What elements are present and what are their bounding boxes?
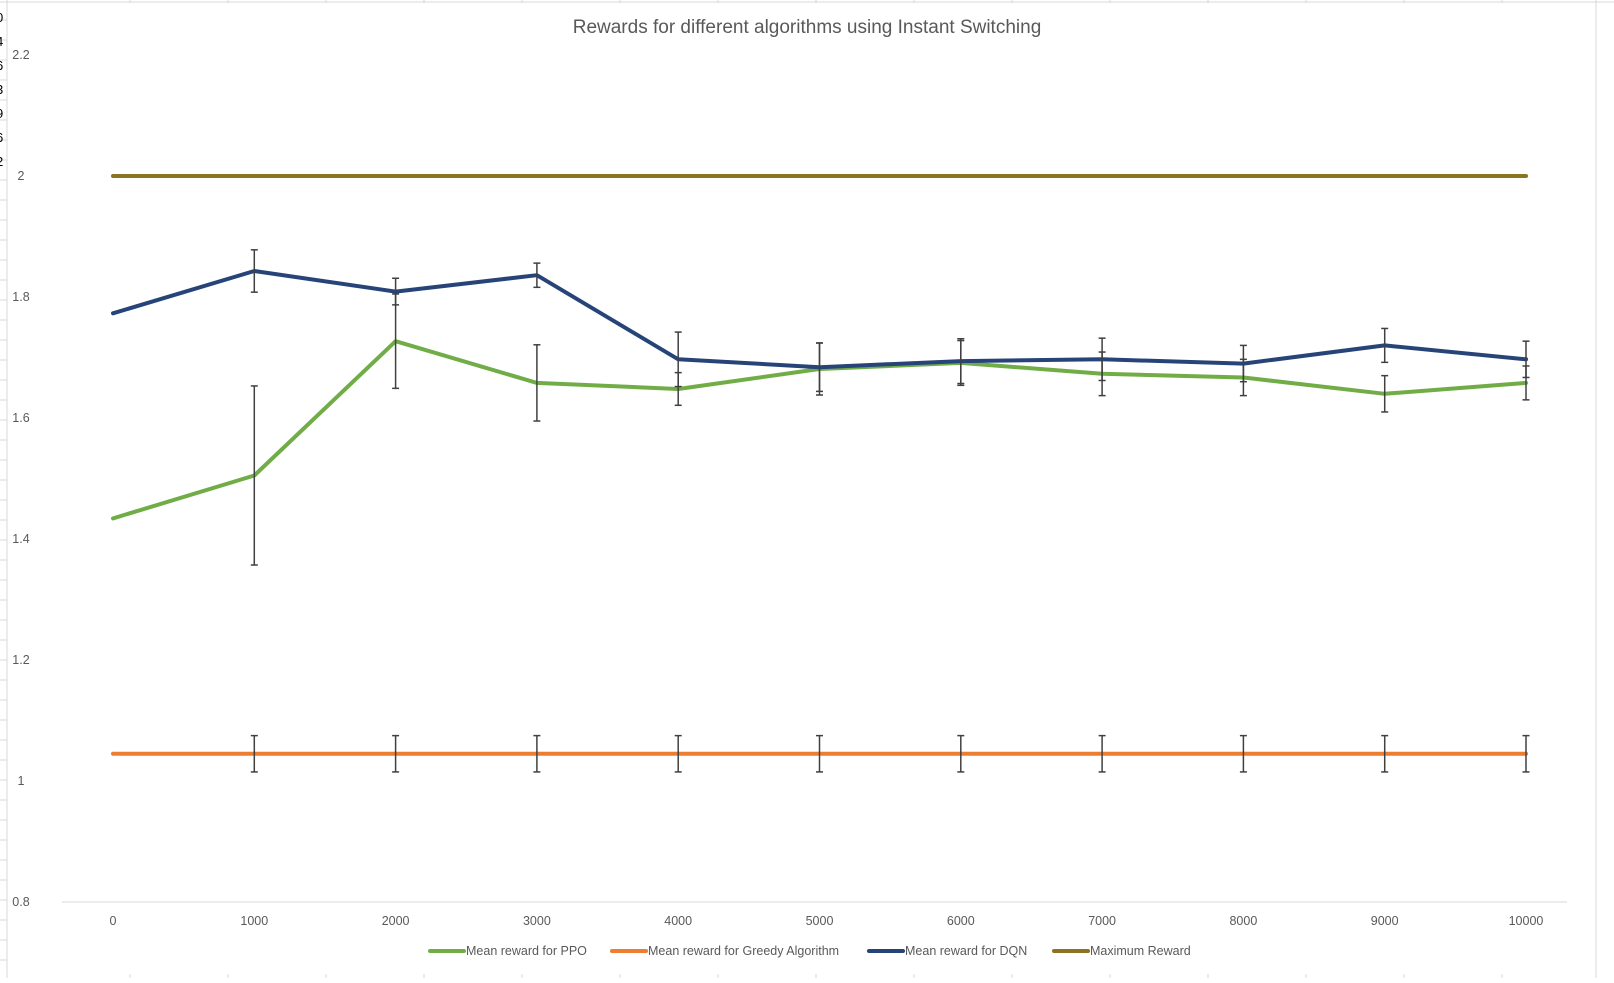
- x-tick-label: 9000: [1371, 914, 1399, 928]
- series-mean-reward-for-greedy-algorithm: [111, 734, 1530, 773]
- error-bar: [1098, 337, 1106, 382]
- error-bar: [816, 342, 823, 393]
- x-tick-label: 10000: [1509, 914, 1544, 928]
- x-tick-label: 6000: [947, 914, 975, 928]
- series-mean-reward-for-dqn: [111, 249, 1530, 393]
- clipped-edge-labels: 0 4 6 3 9 6 2: [0, 10, 3, 169]
- x-tick-label: 3000: [523, 914, 551, 928]
- axes: 0.8 1 1.2 1.4 1.6 1.8 2 2.2 0 1000 2000 3000 4000 500…: [12, 48, 1567, 928]
- y-tick-label: 1.6: [12, 411, 29, 425]
- y-tick-label: 1.2: [12, 653, 29, 667]
- error-bar: [392, 277, 400, 306]
- legend-label: Mean reward for DQN: [905, 944, 1027, 958]
- y-tick-label: 1.4: [12, 532, 29, 546]
- error-bar: [674, 331, 682, 388]
- error-bar: [250, 734, 258, 773]
- y-tick-label: 1.8: [12, 290, 29, 304]
- y-tick-label: 0.8: [12, 895, 29, 909]
- edge-fragment-label: 9: [0, 106, 3, 121]
- edge-fragment-label: 4: [0, 34, 3, 49]
- chart-title: Rewards for different algorithms using I…: [573, 17, 1042, 38]
- error-bar: [533, 262, 541, 289]
- error-bar: [1381, 327, 1389, 364]
- edge-fragment-label: 6: [0, 58, 3, 73]
- error-bar: [957, 734, 965, 773]
- legend-item: Maximum Reward: [1052, 944, 1191, 958]
- error-bar: [1381, 374, 1389, 413]
- error-bar: [392, 734, 400, 773]
- edge-fragment-label: 6: [0, 130, 3, 145]
- edge-fragment-label: 0: [0, 10, 3, 25]
- legend: Mean reward for PPO Mean reward for Greed…: [428, 944, 1191, 958]
- legend-item: Mean reward for DQN: [867, 944, 1027, 958]
- x-tick-label: 8000: [1229, 914, 1257, 928]
- error-bar: [1239, 734, 1247, 773]
- series: [111, 174, 1530, 773]
- error-bar: [1522, 734, 1530, 773]
- error-bar: [1239, 344, 1247, 383]
- legend-item: Mean reward for PPO: [428, 944, 587, 958]
- y-tick-label: 1: [18, 774, 25, 788]
- error-bar: [1522, 340, 1530, 379]
- error-bar: [250, 385, 258, 566]
- x-tick-label: 5000: [806, 914, 834, 928]
- y-tick-label: 2.2: [12, 48, 29, 62]
- x-tick-label: 1000: [240, 914, 268, 928]
- x-tick-label: 4000: [664, 914, 692, 928]
- error-bar: [957, 337, 965, 385]
- series-mean-reward-for-ppo: [111, 293, 1530, 566]
- error-bar: [816, 734, 823, 773]
- legend-label: Maximum Reward: [1090, 944, 1191, 958]
- error-bar: [674, 734, 682, 773]
- x-tick-label: 0: [110, 914, 117, 928]
- edge-fragment-label: 3: [0, 82, 3, 97]
- error-bar: [1381, 734, 1389, 773]
- error-bar: [250, 249, 258, 293]
- x-tick-label: 2000: [382, 914, 410, 928]
- error-bar: [1098, 734, 1106, 773]
- error-bar: [533, 344, 541, 422]
- y-tick-label: 2: [18, 169, 25, 183]
- error-bar: [533, 734, 541, 773]
- x-tick-label: 7000: [1088, 914, 1116, 928]
- legend-label: Mean reward for Greedy Algorithm: [648, 944, 839, 958]
- edge-fragment-label: 2: [0, 154, 3, 169]
- legend-item: Mean reward for Greedy Algorithm: [610, 944, 839, 958]
- legend-label: Mean reward for PPO: [466, 944, 587, 958]
